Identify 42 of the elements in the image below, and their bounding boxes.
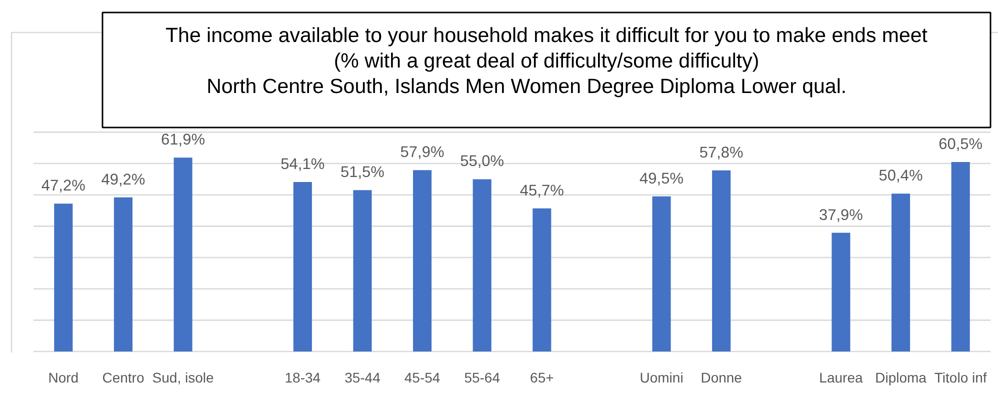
data-label: 47,2% [41, 178, 86, 195]
x-tick-label: 55-64 [464, 370, 500, 386]
data-label: 57,8% [699, 144, 744, 162]
bar [114, 197, 132, 352]
data-label: 50,4% [878, 168, 923, 185]
data-label: 51,5% [340, 164, 385, 182]
bar [174, 158, 192, 352]
data-label: 57,9% [400, 144, 444, 162]
data-label: 49,2% [101, 171, 146, 188]
x-tick-label: Sud, isole [152, 370, 214, 386]
bar [532, 208, 552, 352]
x-tick-label: 35-44 [344, 370, 381, 386]
x-tick-label: 18-34 [284, 370, 321, 386]
bar [472, 179, 492, 352]
data-label: 45,7% [520, 182, 564, 200]
bar [712, 170, 731, 352]
x-tick-label: 45-54 [404, 370, 440, 386]
chart-title: The income available to your household makes it difficult for you to make ends meet [166, 24, 928, 47]
x-tick-label: 65+ [530, 370, 554, 386]
x-tick-label: Titolo inf [934, 370, 987, 386]
x-tick-label: Laurea [819, 370, 863, 386]
x-tick-label: Uomini [640, 370, 684, 386]
data-label: 37,9% [818, 206, 864, 224]
bar [951, 162, 970, 352]
bar [353, 190, 372, 352]
bar [652, 196, 671, 352]
data-label: 49,5% [640, 170, 684, 188]
chart-subtitle: (% with a great deal of difficulty/some difficulty) [334, 50, 760, 72]
x-tick-label: Centro [102, 370, 144, 386]
x-tick-label: Nord [48, 370, 79, 386]
x-tick-label: Diploma [875, 370, 927, 386]
bar [413, 170, 432, 352]
data-label: 61,9% [161, 132, 206, 149]
data-label: 54,1% [280, 156, 325, 174]
x-tick-label: Donne [700, 370, 742, 386]
data-label: 60,5% [938, 136, 983, 153]
bar [293, 182, 312, 352]
text: North Centre South, Islands Men Women Degree Diploma Lower qual. [206, 75, 847, 98]
bar [54, 204, 73, 352]
bar [892, 194, 910, 352]
bar [832, 232, 850, 352]
data-label: 55,0% [460, 153, 504, 170]
